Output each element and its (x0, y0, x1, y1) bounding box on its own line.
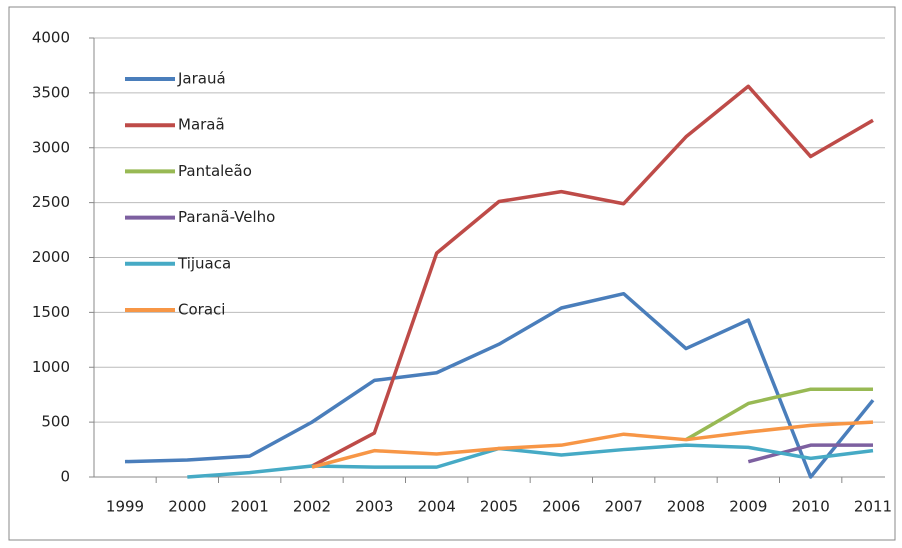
x-tick-label: 1999 (106, 498, 144, 516)
y-tick-label: 2500 (32, 193, 70, 211)
y-tick-label: 1500 (32, 303, 70, 321)
series-line (124, 291, 875, 479)
x-tick-label: 2003 (355, 498, 393, 516)
legend-label: Pantaleão (178, 162, 252, 180)
x-tick-label: 2005 (480, 498, 518, 516)
y-tick-label: 500 (41, 413, 70, 431)
x-tick-label: 2000 (168, 498, 206, 516)
series-line (187, 443, 874, 479)
x-tick-label: 2007 (605, 498, 643, 516)
y-tick-label: 4000 (32, 29, 70, 47)
legend-label: Jarauá (177, 70, 226, 88)
y-tick-label: 3000 (32, 138, 70, 156)
y-tick-label: 3500 (32, 83, 70, 101)
series-line (311, 420, 874, 469)
x-tick-label: 2001 (231, 498, 269, 516)
y-tick-label: 1000 (32, 358, 70, 376)
x-tick-label: 2004 (418, 498, 456, 516)
x-tick-label: 2011 (854, 498, 892, 516)
x-tick-label: 2006 (542, 498, 580, 516)
x-tick-label: 2009 (729, 498, 767, 516)
x-tick-label: 2010 (792, 498, 830, 516)
y-tick-label: 0 (60, 468, 70, 486)
x-tick-label: 2008 (667, 498, 705, 516)
x-tick-label: 2002 (293, 498, 331, 516)
legend-label: Coraci (178, 301, 225, 319)
y-tick-label: 2000 (32, 248, 70, 266)
series-line (747, 443, 873, 464)
series-line (685, 387, 873, 442)
legend-label: Tijuaca (177, 254, 231, 272)
series-line (311, 84, 874, 468)
legend-label: Maraã (178, 116, 225, 134)
legend-label: Paranã-Velho (178, 208, 275, 226)
